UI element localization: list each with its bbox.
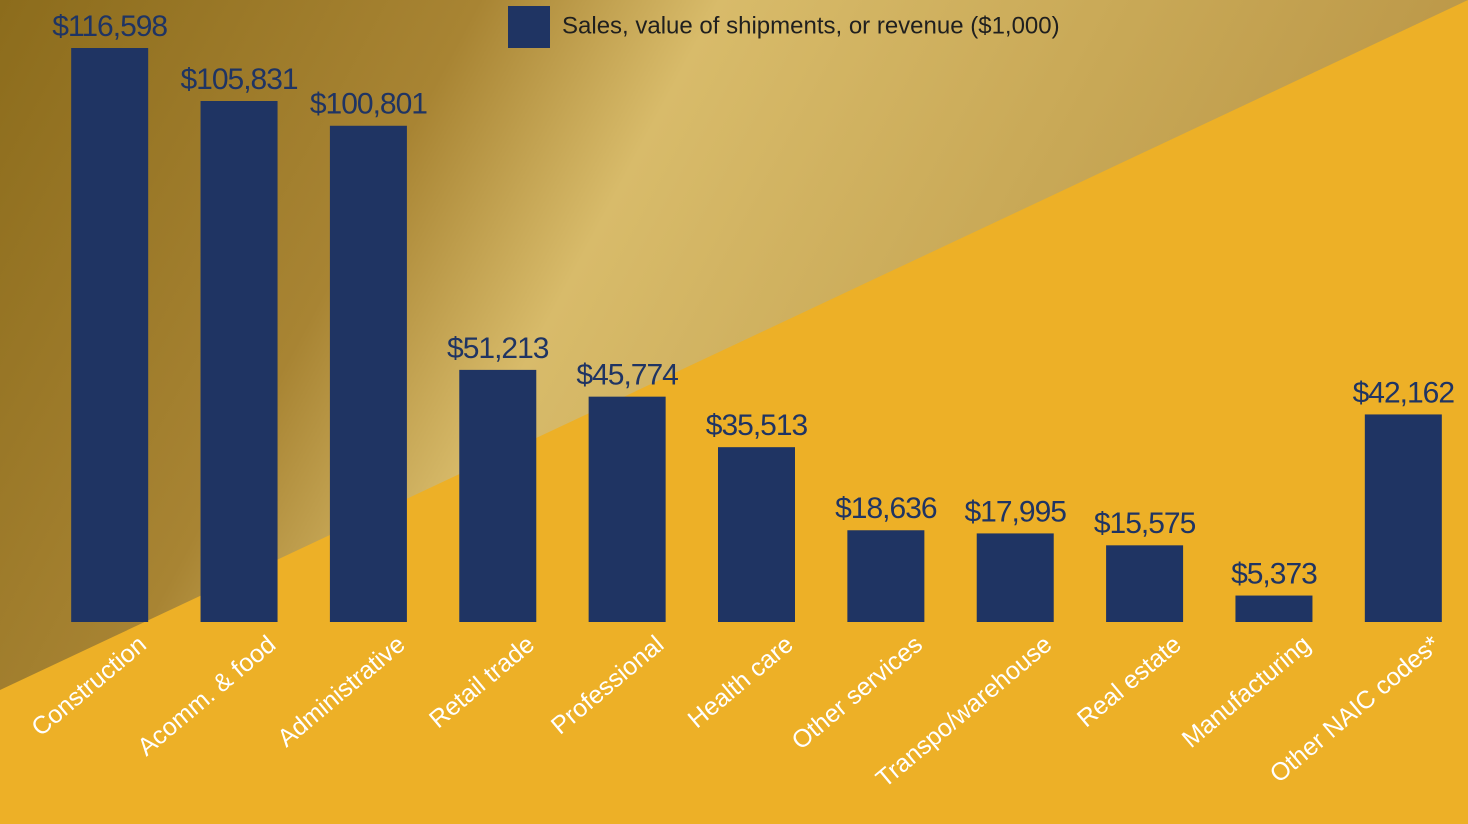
bar <box>200 101 278 623</box>
bar <box>459 369 537 622</box>
value-label: $35,513 <box>706 409 808 442</box>
legend-label: Sales, value of shipments, or revenue ($… <box>562 12 1060 39</box>
value-label: $51,213 <box>447 332 549 365</box>
bar <box>976 533 1054 622</box>
bar <box>718 447 795 622</box>
bar <box>1106 545 1184 622</box>
bar <box>588 396 666 622</box>
value-label: $15,575 <box>1094 507 1196 540</box>
value-label: $45,774 <box>576 359 678 392</box>
value-label: $100,801 <box>310 88 427 121</box>
bar <box>1235 595 1313 622</box>
legend-swatch <box>508 6 550 48</box>
bar <box>1364 414 1442 622</box>
value-label: $18,636 <box>835 492 937 525</box>
value-label: $116,598 <box>52 10 167 43</box>
value-label: $17,995 <box>965 495 1067 528</box>
value-label: $5,373 <box>1231 557 1317 590</box>
value-label: $42,162 <box>1353 376 1455 409</box>
value-label: $105,831 <box>180 63 297 96</box>
bar <box>847 530 925 622</box>
bar <box>329 125 407 622</box>
bar <box>71 48 149 622</box>
